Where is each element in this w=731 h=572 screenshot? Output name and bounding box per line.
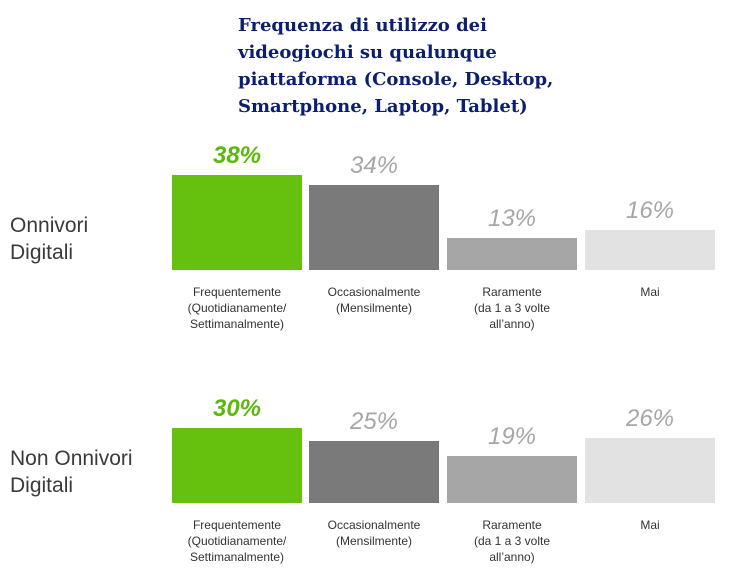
bar xyxy=(585,438,715,503)
row-label: Non Onnivori Digitali xyxy=(10,447,133,497)
bar xyxy=(172,428,302,503)
value-label: 16% xyxy=(625,197,675,224)
category-label: Frequentemente (Quotidianamente/ Settima… xyxy=(187,518,287,564)
category-label: Occasionalmente (Mensilmente) xyxy=(327,285,421,315)
category-label: Occasionalmente (Mensilmente) xyxy=(327,518,421,548)
category-label: Frequentemente (Quotidianamente/ Settima… xyxy=(187,285,287,331)
category-label: Raramente (da 1 a 3 volte all’anno) xyxy=(473,518,551,564)
bar xyxy=(309,440,439,503)
category-label: Raramente (da 1 a 3 volte all’anno) xyxy=(473,285,551,331)
bar xyxy=(447,455,577,503)
value-label: 38% xyxy=(212,142,262,169)
category-label: Mai xyxy=(640,518,660,532)
chart-title: Frequenza di utilizzo dei videogiochi su… xyxy=(238,15,554,117)
value-label: 13% xyxy=(487,204,537,232)
value-label: 25% xyxy=(349,407,399,435)
bar xyxy=(309,185,439,270)
value-label: 30% xyxy=(212,395,262,422)
bar xyxy=(172,175,302,270)
category-label: Mai xyxy=(640,285,660,299)
row-label: Onnivori Digitali xyxy=(10,214,89,264)
value-label: 19% xyxy=(487,422,537,450)
value-label: 34% xyxy=(349,152,399,179)
bar xyxy=(447,237,577,270)
value-label: 26% xyxy=(625,405,675,432)
bar xyxy=(585,230,715,270)
